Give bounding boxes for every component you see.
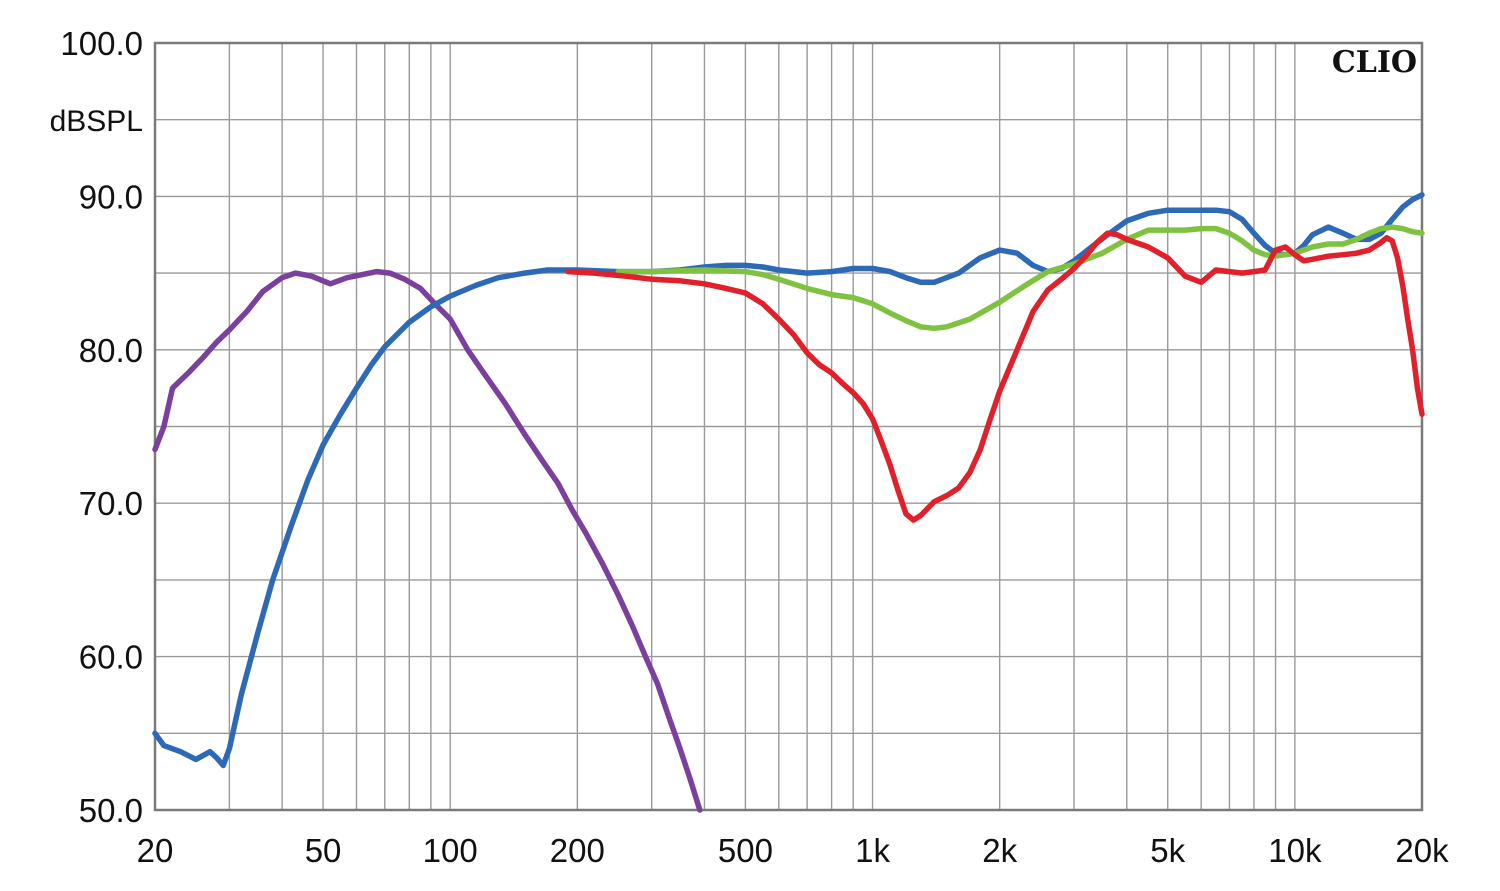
x-tick-label: 50: [305, 832, 342, 869]
x-tick-label: 100: [423, 832, 478, 869]
series-line-4: [565, 230, 1425, 523]
y-tick-label: 90.0: [79, 178, 143, 215]
x-tick-label: 2k: [982, 832, 1017, 869]
tick-labels: 20 50 100 200 500 1k 2k 5k 10k 20k 100.0 90.0 80.0 70…: [60, 25, 1449, 869]
x-tick-label: 500: [718, 832, 773, 869]
y-tick-label: 60.0: [79, 639, 143, 676]
y-tick-label: 100.0: [60, 25, 143, 62]
brand-label: CLIO: [1332, 45, 1417, 80]
y-tick-label: 50.0: [79, 792, 143, 829]
plot-frame: [153, 41, 1424, 812]
y-tick-label: 70.0: [79, 485, 143, 522]
grid: [155, 43, 1422, 810]
series-group: [152, 192, 1425, 813]
x-tick-label: 200: [550, 832, 605, 869]
x-tick-label: 20k: [1395, 832, 1449, 869]
x-tick-label: 20: [137, 832, 174, 869]
series-line-3: [615, 224, 1425, 332]
x-tick-label: 10k: [1268, 832, 1322, 869]
x-tick-label: 1k: [855, 832, 890, 869]
y-tick-label: 80.0: [79, 332, 143, 369]
series-line-1: [152, 268, 703, 813]
y-axis-unit-label: dBSPL: [50, 105, 143, 138]
x-tick-label: 5k: [1150, 832, 1185, 869]
